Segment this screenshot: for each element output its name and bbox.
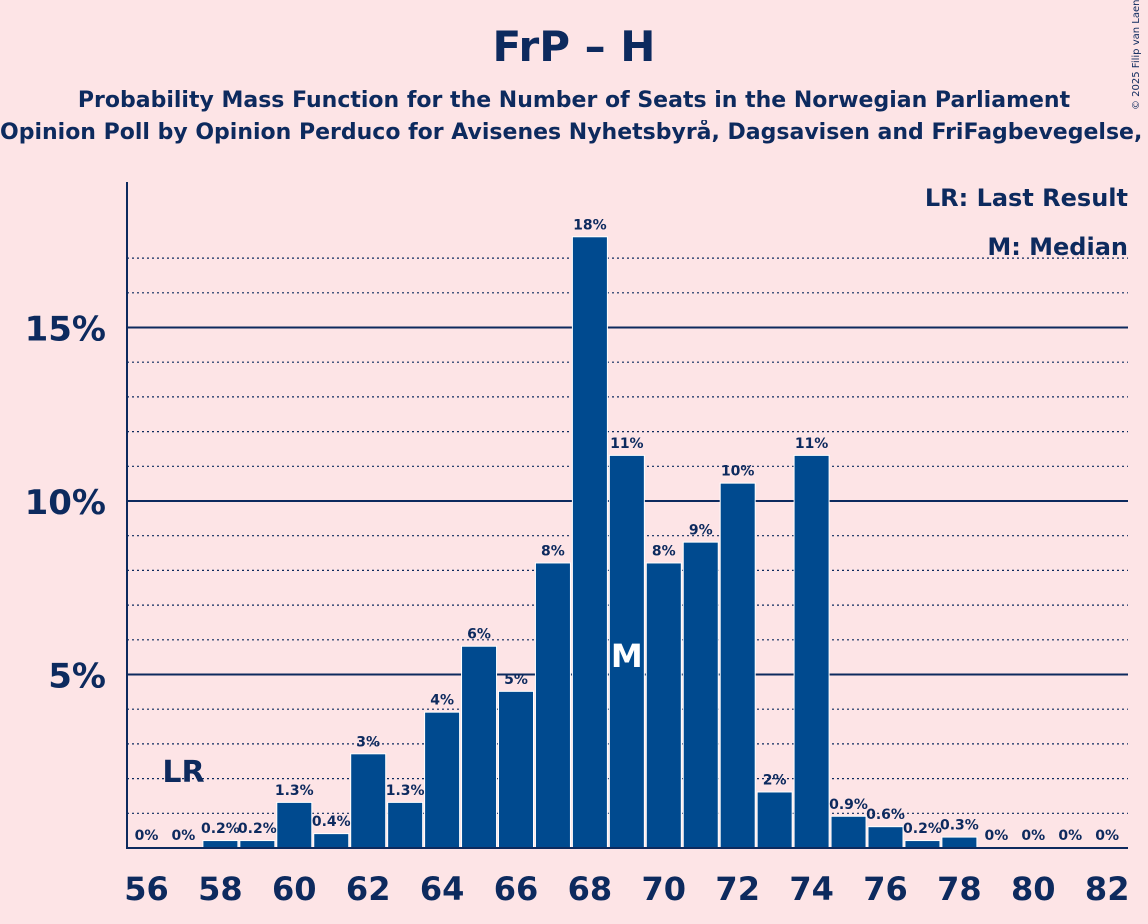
bar-value-label: 3% — [356, 734, 380, 750]
bar-value-label: 0.3% — [940, 818, 979, 834]
bar-value-label: 2% — [763, 772, 787, 788]
bar-value-label: 4% — [430, 693, 454, 709]
bar-value-label: 0.4% — [312, 814, 351, 830]
bar-value-label: 0% — [1058, 828, 1082, 844]
bar — [942, 837, 977, 848]
bar-value-label: 11% — [610, 436, 644, 452]
bar-value-label: 1.3% — [386, 783, 425, 799]
x-tick-label: 72 — [715, 870, 760, 908]
bar — [683, 542, 718, 848]
bar-value-label: 8% — [652, 543, 676, 559]
bar-value-label: 0% — [984, 828, 1008, 844]
bar-value-label: 0.2% — [201, 821, 240, 837]
bar — [388, 802, 423, 848]
bar-value-label: 6% — [467, 627, 491, 643]
bar — [757, 792, 792, 848]
bar — [572, 237, 607, 848]
chart-title: FrP – H — [492, 22, 656, 71]
x-tick-label: 78 — [937, 870, 982, 908]
bar — [203, 841, 238, 848]
median-marker: M — [611, 637, 643, 675]
x-tick-label: 70 — [642, 870, 687, 908]
x-tick-label: 58 — [198, 870, 243, 908]
bar — [831, 816, 866, 848]
bar-value-label: 8% — [541, 543, 565, 559]
x-tick-label: 80 — [1011, 870, 1056, 908]
bar-value-label: 9% — [689, 523, 713, 539]
bar-value-label: 0.2% — [903, 821, 942, 837]
bar-value-label: 1.3% — [275, 783, 314, 799]
bar-value-label: 0.9% — [829, 797, 868, 813]
bar — [609, 455, 644, 848]
bar-value-label: 0% — [1021, 828, 1045, 844]
bar — [314, 834, 349, 848]
bar — [499, 691, 533, 848]
bar-value-label: 11% — [795, 436, 829, 452]
bar — [351, 754, 386, 848]
chart-subtitle: Probability Mass Function for the Number… — [77, 88, 1071, 113]
x-tick-label: 64 — [420, 870, 465, 908]
bar-value-label: 0% — [1095, 828, 1119, 844]
bar-value-label: 5% — [504, 672, 528, 688]
x-tick-label: 74 — [789, 870, 834, 908]
x-tick-label: 76 — [863, 870, 908, 908]
bar — [425, 712, 460, 848]
bar — [646, 563, 681, 848]
x-tick-label: 82 — [1085, 870, 1130, 908]
y-tick-label: 10% — [25, 483, 106, 523]
y-tick-label: 15% — [25, 310, 106, 350]
bar — [240, 841, 275, 848]
bar — [905, 841, 940, 848]
bar-value-label: 0.2% — [238, 821, 277, 837]
bar — [720, 483, 755, 848]
legend-median: M: Median — [987, 233, 1128, 261]
legend-last-result: LR: Last Result — [924, 184, 1128, 212]
y-tick-label: 5% — [48, 657, 106, 697]
bar-value-label: 0% — [172, 828, 196, 844]
bar — [277, 802, 312, 848]
bar — [794, 455, 829, 848]
x-tick-label: 68 — [568, 870, 613, 908]
x-tick-label: 56 — [124, 870, 169, 908]
bar-value-label: 18% — [573, 217, 607, 233]
bar-value-label: 0.6% — [866, 807, 905, 823]
x-tick-label: 60 — [272, 870, 317, 908]
bar — [462, 646, 497, 848]
last-result-marker: LR — [162, 755, 204, 790]
bar — [535, 563, 570, 848]
bar-value-label: 10% — [721, 464, 755, 480]
x-tick-label: 62 — [346, 870, 391, 908]
chart-subtitle-poll: Opinion Poll by Opinion Perduco for Avis… — [0, 120, 1148, 145]
bar — [868, 827, 903, 848]
bar-value-label: 0% — [135, 828, 159, 844]
x-tick-label: 66 — [494, 870, 539, 908]
